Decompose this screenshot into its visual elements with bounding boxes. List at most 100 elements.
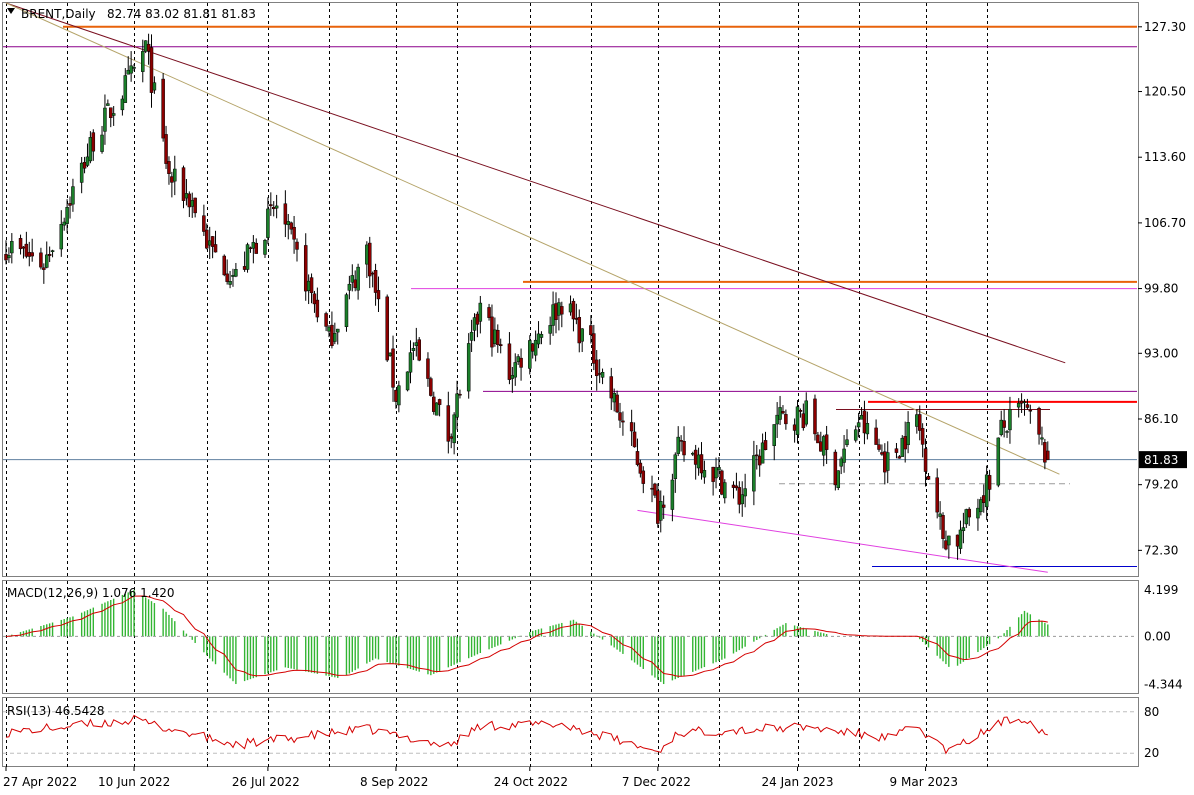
bull-candle	[743, 488, 747, 497]
bull-candle	[958, 529, 963, 549]
rsi-tick: 80	[1144, 705, 1159, 719]
bull-candle	[539, 334, 544, 338]
bear-candle	[292, 226, 296, 240]
bull-candle	[120, 98, 125, 111]
bull-candle	[469, 331, 474, 341]
bear-candle	[629, 422, 634, 432]
bull-candle	[414, 342, 419, 346]
date-label: 24 Jan 2023	[762, 775, 834, 789]
bull-candle	[397, 385, 401, 406]
bear-candle	[271, 207, 276, 210]
price-tick: 106.70	[1144, 216, 1186, 230]
bear-candle	[824, 434, 829, 450]
bear-candle	[370, 272, 375, 275]
dropdown-triangle-icon[interactable]	[7, 8, 15, 14]
bull-candle	[10, 241, 14, 254]
bear-candle	[289, 222, 293, 230]
bull-candle	[306, 280, 311, 292]
bear-candle	[487, 307, 491, 318]
bear-candle	[897, 456, 902, 459]
bull-candle	[760, 442, 765, 464]
bear-candle	[711, 466, 715, 482]
bull-candle	[335, 328, 340, 333]
bull-candle	[510, 375, 515, 379]
bull-candle	[173, 168, 177, 182]
bear-candle	[813, 398, 817, 435]
bear-candle	[1028, 409, 1033, 412]
bull-candle	[979, 499, 983, 513]
bull-candle	[408, 352, 413, 373]
bear-candle	[417, 339, 421, 361]
bear-candle	[781, 411, 785, 414]
bull-candle	[1040, 437, 1044, 440]
bear-candle	[21, 246, 26, 249]
bear-candle	[376, 290, 381, 300]
bull-candle	[143, 40, 148, 52]
bull-candle	[676, 436, 680, 454]
bear-candle	[449, 436, 453, 439]
bull-candle	[71, 186, 75, 205]
bull-candle	[1005, 431, 1009, 433]
bear-candle	[784, 414, 788, 425]
bear-candle	[30, 252, 34, 257]
bull-candle	[333, 333, 337, 342]
price-tick: 93.00	[1144, 346, 1178, 360]
bear-candle	[641, 470, 646, 484]
bull-candle	[79, 162, 84, 183]
bear-candle	[498, 344, 503, 347]
bull-candle	[612, 392, 616, 403]
bear-candle	[894, 448, 899, 453]
bear-candle	[653, 483, 657, 496]
bear-candle	[68, 203, 72, 206]
bear-candle	[615, 394, 619, 413]
bear-candle	[496, 330, 500, 345]
bull-candle	[434, 402, 439, 416]
bull-candle	[207, 240, 212, 246]
bull-candle	[996, 437, 1001, 486]
bear-candle	[254, 242, 259, 254]
bear-candle	[225, 273, 229, 282]
bull-candle	[839, 458, 843, 467]
bear-candle	[650, 487, 654, 490]
bear-candle	[944, 540, 948, 550]
rsi-axis: 80 20	[1144, 705, 1159, 760]
bear-candle	[982, 495, 986, 503]
bull-candle	[411, 347, 416, 351]
bull-candle	[106, 103, 110, 106]
bear-candle	[941, 515, 945, 539]
bear-candle	[877, 444, 881, 450]
date-label: 9 Mar 2023	[890, 775, 958, 789]
bull-candle	[1016, 402, 1021, 408]
bull-candle	[856, 422, 861, 428]
bear-candle	[109, 107, 113, 119]
bear-candle	[385, 296, 389, 361]
bull-candle	[85, 156, 90, 166]
bull-candle	[938, 513, 942, 517]
bear-candle	[967, 508, 971, 518]
date-label: 8 Sep 2022	[360, 775, 428, 789]
bull-candle	[778, 407, 782, 420]
bear-candle	[903, 436, 907, 450]
bull-candle	[723, 482, 727, 499]
bear-candle	[164, 134, 168, 164]
price-tick: 120.50	[1144, 85, 1186, 99]
drawn-levels	[3, 2, 1137, 573]
price-tick: 99.80	[1144, 282, 1178, 296]
bear-candle	[923, 448, 928, 472]
bull-candle	[865, 423, 870, 435]
bear-candle	[656, 490, 660, 524]
bull-candle	[7, 255, 11, 259]
macd-axis: 4.199 0.00 -4.344	[1144, 583, 1183, 692]
bear-candle	[368, 242, 372, 277]
bull-candle	[286, 221, 291, 226]
bull-candle	[600, 371, 605, 378]
bear-candle	[1043, 442, 1047, 463]
bear-candle	[205, 229, 209, 249]
bear-candle	[618, 412, 622, 421]
bear-candle	[1019, 400, 1024, 404]
date-label: 27 Apr 2022	[3, 775, 77, 789]
trendline	[5, 2, 1060, 475]
bear-candle	[955, 534, 960, 547]
bull-candle	[516, 356, 520, 363]
bear-candle	[18, 238, 23, 250]
